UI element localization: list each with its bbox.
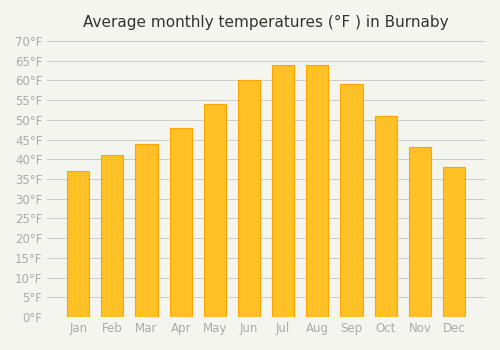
Bar xyxy=(204,104,226,317)
Bar xyxy=(408,147,431,317)
Bar xyxy=(67,171,90,317)
Bar xyxy=(374,116,397,317)
Bar xyxy=(170,128,192,317)
Bar xyxy=(102,155,124,317)
Bar xyxy=(306,65,328,317)
Bar xyxy=(238,80,260,317)
Bar xyxy=(272,65,294,317)
Title: Average monthly temperatures (°F ) in Burnaby: Average monthly temperatures (°F ) in Bu… xyxy=(84,15,449,30)
Bar xyxy=(443,167,465,317)
Bar xyxy=(340,84,362,317)
Bar xyxy=(136,144,158,317)
